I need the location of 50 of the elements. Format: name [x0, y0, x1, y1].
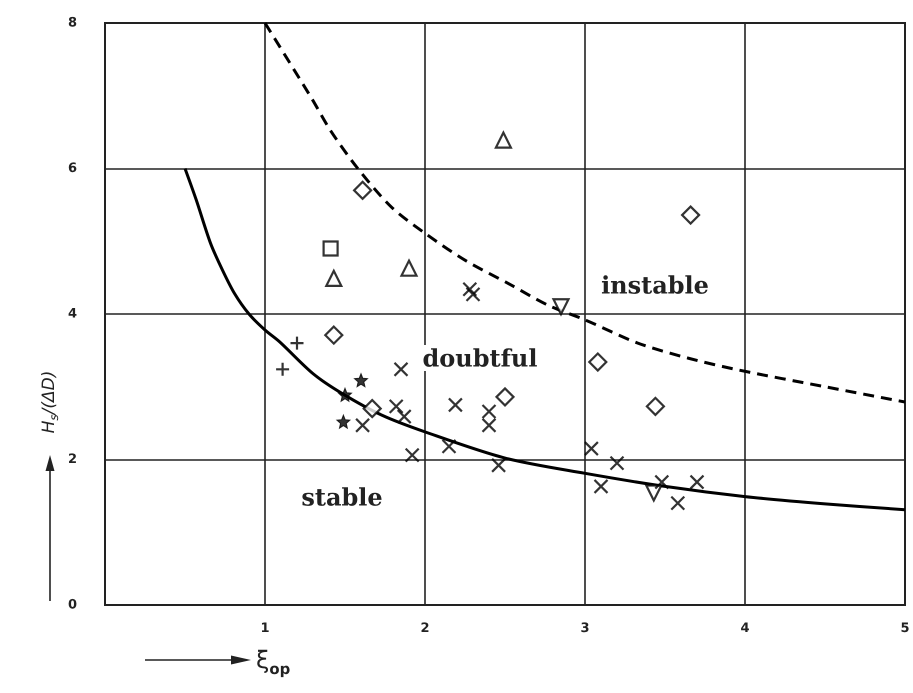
point: [681, 205, 700, 225]
point: [336, 414, 350, 429]
point: [654, 474, 670, 490]
point: [465, 286, 481, 302]
point: [404, 448, 420, 463]
y-tick-label: 8: [68, 16, 77, 30]
x-axis-title: ξ$_{op}$: [256, 646, 290, 678]
point: [670, 496, 686, 511]
x-tick-label: 5: [900, 621, 910, 636]
point: [325, 270, 342, 287]
point: [448, 397, 463, 413]
line-series: [264, 22, 906, 404]
point: [494, 132, 512, 149]
point: [588, 352, 608, 372]
point: [275, 362, 290, 377]
y-tick-label: 4: [68, 306, 77, 322]
line-series: [184, 167, 906, 512]
point: [354, 373, 368, 388]
point: [552, 298, 570, 316]
point: [322, 240, 339, 257]
x-tick-label: 2: [420, 621, 430, 636]
annotation: doubtful: [422, 344, 538, 372]
point: [355, 418, 370, 433]
x-tick-label: 4: [740, 621, 750, 636]
y-tick-label: 6: [68, 161, 77, 176]
point: [491, 458, 506, 473]
point: [462, 282, 478, 297]
x-tick-label: 3: [580, 621, 590, 636]
y-tick-label: 0: [68, 598, 77, 612]
point: [393, 362, 409, 377]
point: [362, 398, 382, 418]
annotation: instable: [601, 270, 709, 300]
point: [495, 387, 515, 407]
point: [353, 180, 372, 200]
point: [609, 456, 625, 471]
y-tick-label: 2: [68, 452, 77, 467]
point: [441, 438, 457, 454]
annotation: stable: [301, 482, 383, 512]
point: [646, 396, 665, 416]
point: [400, 260, 418, 277]
point: [388, 398, 404, 414]
point: [396, 408, 412, 424]
point: [584, 440, 599, 456]
point: [324, 326, 344, 345]
x-tick-label: 1: [260, 621, 270, 636]
point: [645, 484, 662, 502]
point: [689, 474, 705, 490]
point: [338, 388, 352, 402]
point: [593, 478, 609, 494]
point: [289, 336, 305, 351]
